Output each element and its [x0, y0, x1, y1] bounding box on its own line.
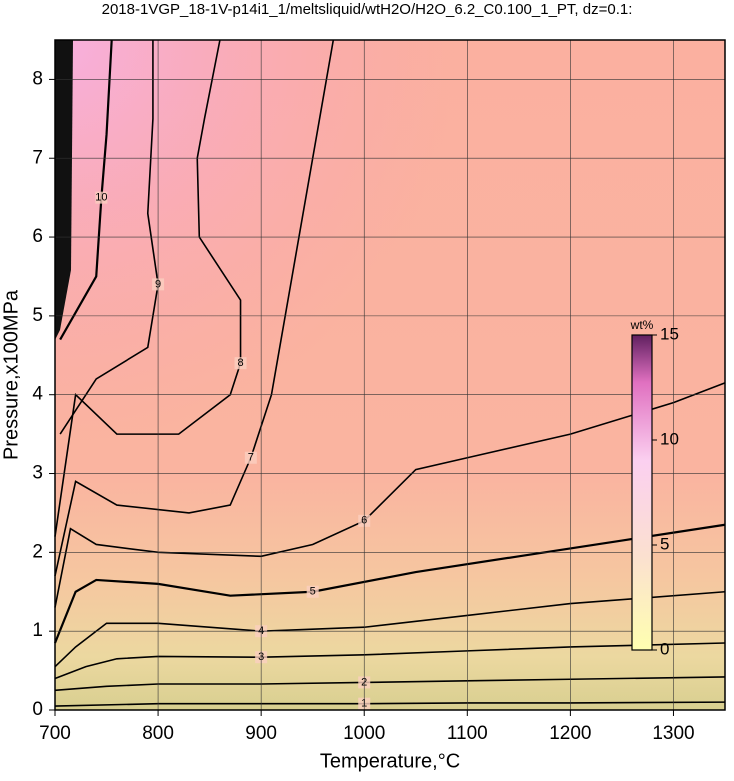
- y-tick-label: 8: [32, 68, 43, 89]
- contour-label: 7: [248, 452, 254, 464]
- contour-label-bg: [244, 451, 257, 464]
- contour-label-bg: [95, 191, 108, 204]
- contour-label-bg: [234, 357, 247, 370]
- x-tick-label: 1000: [343, 723, 385, 744]
- x-tick-label: 800: [142, 723, 174, 744]
- x-tick-label: 1300: [652, 723, 694, 744]
- x-tick-label: 1200: [549, 723, 591, 744]
- colorbar-label: wt%: [630, 318, 654, 332]
- y-tick-label: 6: [32, 226, 43, 247]
- contour-label: 5: [310, 586, 316, 598]
- y-tick-label: 4: [32, 384, 43, 405]
- chart-title: 2018-1VGP_18-1V-p14i1_1/meltsliquid/wtH2…: [102, 1, 633, 18]
- y-tick-label: 5: [32, 305, 43, 326]
- y-tick-label: 3: [32, 463, 43, 484]
- x-axis-label: Temperature,°C: [320, 750, 460, 772]
- colorbar-tick-label: 15: [660, 324, 679, 343]
- y-tick-label: 2: [32, 541, 43, 562]
- y-axis-label: Pressure,x100MPa: [0, 289, 22, 460]
- y-tick-label: 1: [32, 620, 43, 641]
- x-tick-label: 1100: [447, 723, 488, 744]
- contour-line: [54, 676, 726, 692]
- saturated-region: [55, 40, 73, 340]
- plot-frame: [54, 39, 726, 711]
- x-tick-label: 700: [39, 723, 71, 744]
- colorbar: [631, 334, 653, 651]
- plot-highlight: [55, 40, 725, 710]
- colorbar-tick-label: 5: [660, 534, 669, 553]
- colorbar-tick-label: 0: [660, 639, 669, 658]
- x-tick-label: 900: [245, 723, 277, 744]
- y-tick-label: 0: [32, 699, 43, 720]
- contour-label: 10: [95, 192, 107, 204]
- contour-line: [54, 39, 335, 577]
- colorbar-tick-label: 10: [660, 429, 679, 448]
- y-tick-label: 7: [32, 147, 43, 168]
- contour-label: 8: [237, 357, 243, 369]
- contour-line: [54, 382, 726, 608]
- contour-label-bg: [306, 585, 319, 598]
